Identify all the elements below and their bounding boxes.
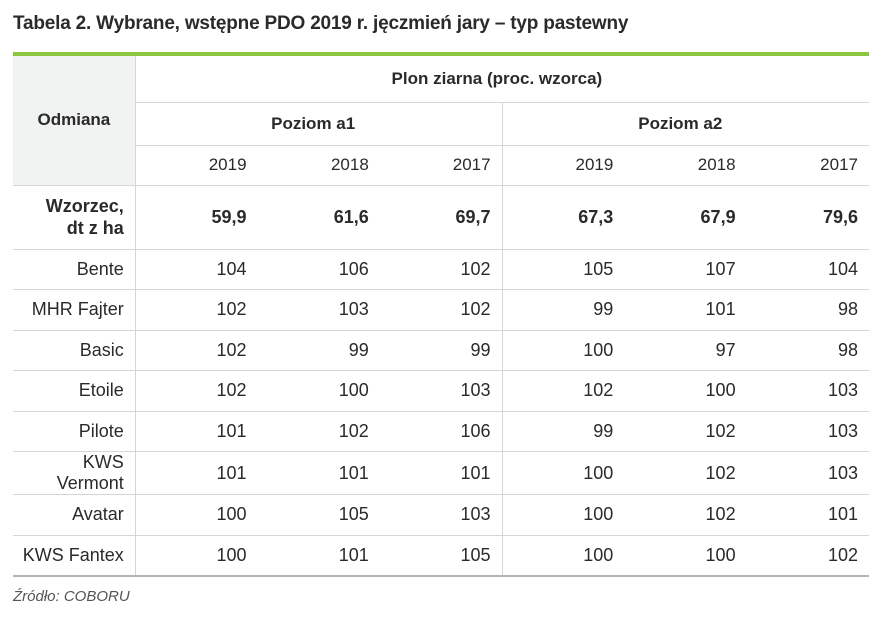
yield-value: 103 <box>746 411 869 452</box>
yield-value: 101 <box>134 411 258 452</box>
yield-value: 97 <box>624 330 747 371</box>
yield-value: 102 <box>379 289 503 331</box>
variety-name: Etoile <box>13 370 136 412</box>
yield-value: 102 <box>624 494 747 536</box>
yield-value: 102 <box>624 411 747 452</box>
yield-value: 100 <box>501 494 625 536</box>
yield-value: 102 <box>134 370 258 412</box>
yield-value: 102 <box>746 535 869 577</box>
table-row: KWS Vermont 101 101 101 100 102 103 <box>13 451 869 495</box>
yield-value: 104 <box>134 249 258 290</box>
yield-value: 100 <box>624 535 747 577</box>
standard-row: Wzorzec, dt z ha 59,9 61,6 69,7 67,3 67,9… <box>13 185 869 250</box>
standard-value: 59,9 <box>134 185 258 250</box>
standard-value: 69,7 <box>379 185 503 250</box>
accent-rule <box>13 52 869 56</box>
table-row: KWS Fantex 100 101 105 100 100 102 <box>13 535 869 577</box>
yield-value: 100 <box>501 451 625 495</box>
year-header: 2017 <box>379 145 503 186</box>
yield-value: 100 <box>134 494 258 536</box>
yield-value: 105 <box>501 249 625 290</box>
grain-yield-header: Plon ziarna (proc. wzorca) <box>134 56 869 103</box>
yield-value: 102 <box>624 451 747 495</box>
year-header: 2019 <box>134 145 258 186</box>
yield-value: 100 <box>624 370 747 412</box>
yield-value: 105 <box>257 494 380 536</box>
variety-name: KWS Fantex <box>13 535 136 577</box>
source-note: Źródło: COBORU <box>13 588 130 605</box>
yield-value: 106 <box>379 411 503 452</box>
yield-value: 98 <box>746 330 869 371</box>
table-row: MHR Fajter 102 103 102 99 101 98 <box>13 289 869 331</box>
variety-column-header: Odmiana <box>13 56 136 186</box>
level-a2-header: Poziom a2 <box>501 102 869 146</box>
yield-value: 98 <box>746 289 869 331</box>
yield-value: 100 <box>134 535 258 577</box>
yield-value: 103 <box>746 451 869 495</box>
yield-value: 100 <box>257 370 380 412</box>
yield-value: 102 <box>379 249 503 290</box>
yield-value: 101 <box>379 451 503 495</box>
table-row: Avatar 100 105 103 100 102 101 <box>13 494 869 536</box>
yield-value: 99 <box>257 330 380 371</box>
yield-value: 102 <box>501 370 625 412</box>
yield-value: 102 <box>134 289 258 331</box>
standard-value: 67,9 <box>624 185 747 250</box>
standard-value: 79,6 <box>746 185 869 250</box>
variety-name: Basic <box>13 330 136 371</box>
table-row: Basic 102 99 99 100 97 98 <box>13 330 869 371</box>
variety-name: Avatar <box>13 494 136 536</box>
yield-value: 101 <box>134 451 258 495</box>
yield-value: 101 <box>746 494 869 536</box>
yield-value: 102 <box>134 330 258 371</box>
standard-value: 67,3 <box>501 185 625 250</box>
yield-value: 101 <box>624 289 747 331</box>
level-a1-header: Poziom a1 <box>134 102 503 146</box>
year-header: 2018 <box>624 145 747 186</box>
yield-value: 104 <box>746 249 869 290</box>
yield-value: 102 <box>257 411 380 452</box>
table-row: Bente 104 106 102 105 107 104 <box>13 249 869 290</box>
table-row: Etoile 102 100 103 102 100 103 <box>13 370 869 412</box>
standard-label: Wzorzec, dt z ha <box>13 185 136 250</box>
yield-value: 101 <box>257 535 380 577</box>
standard-label-line1: Wzorzec, <box>45 196 124 216</box>
variety-name: Pilote <box>13 411 136 452</box>
year-header: 2018 <box>257 145 380 186</box>
table-title: Tabela 2. Wybrane, wstępne PDO 2019 r. j… <box>13 13 629 34</box>
yield-value: 107 <box>624 249 747 290</box>
yield-value: 105 <box>379 535 503 577</box>
year-header: 2017 <box>746 145 869 186</box>
standard-value: 61,6 <box>257 185 380 250</box>
yield-value: 99 <box>379 330 503 371</box>
yield-value: 99 <box>501 289 625 331</box>
yield-value: 99 <box>501 411 625 452</box>
yield-value: 100 <box>501 535 625 577</box>
yield-value: 101 <box>257 451 380 495</box>
table-row: Pilote 101 102 106 99 102 103 <box>13 411 869 452</box>
variety-name: MHR Fajter <box>13 289 136 331</box>
variety-name: Bente <box>13 249 136 290</box>
yield-value: 106 <box>257 249 380 290</box>
year-header: 2019 <box>501 145 625 186</box>
yield-value: 100 <box>501 330 625 371</box>
yield-value: 103 <box>379 370 503 412</box>
yield-value: 103 <box>746 370 869 412</box>
yield-table: Odmiana Plon ziarna (proc. wzorca) Pozio… <box>13 56 869 577</box>
variety-name: KWS Vermont <box>13 451 136 495</box>
yield-value: 103 <box>379 494 503 536</box>
yield-value: 103 <box>257 289 380 331</box>
standard-label-line2: dt z ha <box>66 218 124 238</box>
